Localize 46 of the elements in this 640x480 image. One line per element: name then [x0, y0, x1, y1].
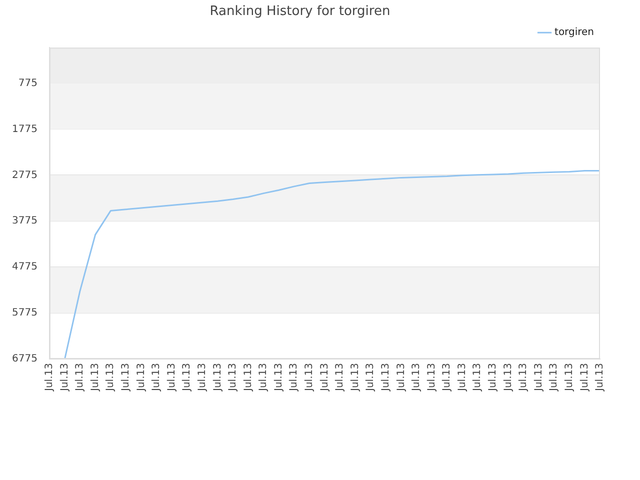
x-tick-label: Jul.13 — [350, 363, 361, 392]
x-tick-label: Jul.13 — [74, 363, 86, 392]
x-tick-label: Jul.13 — [136, 363, 147, 392]
x-tick-label: Jul.13 — [105, 363, 116, 392]
x-tick-label: Jul.13 — [548, 363, 560, 392]
x-tick-label: Jul.13 — [365, 363, 376, 392]
x-tick-label: Jul.13 — [304, 363, 316, 392]
x-tick-label: Jul.13 — [242, 363, 254, 392]
x-tick-label: Jul.13 — [59, 363, 70, 392]
y-tick-label: 775 — [18, 78, 38, 89]
x-tick-label: Jul.13 — [396, 363, 407, 392]
x-tick-label: Jul.13 — [594, 363, 606, 392]
x-tick-label: Jul.13 — [564, 363, 576, 392]
x-tick-label: Jul.13 — [120, 363, 132, 392]
x-tick-label: Jul.13 — [380, 363, 392, 392]
x-tick-label: Jul.13 — [502, 363, 514, 392]
x-tick-label: Jul.13 — [334, 363, 346, 392]
x-tick-label: Jul.13 — [518, 363, 530, 392]
x-tick-label: Jul.13 — [151, 363, 162, 392]
y-tick-label: 5775 — [12, 308, 38, 319]
x-tick-label: Jul.13 — [273, 363, 284, 392]
x-tick-label: Jul.13 — [228, 363, 239, 392]
x-tick-label: Jul.13 — [258, 363, 270, 392]
x-tick-label: Jul.13 — [472, 363, 484, 392]
x-tick-label: Jul.13 — [426, 363, 438, 392]
y-tick-label: 3775 — [12, 216, 38, 227]
x-tick-label: Jul.13 — [579, 363, 590, 392]
y-tick-label: 6775 — [12, 354, 38, 365]
x-tick-label: Jul.13 — [533, 363, 544, 392]
x-tick-label: Jul.13 — [442, 363, 453, 392]
y-tick-label: 2775 — [12, 170, 38, 181]
legend-label: torgiren — [554, 27, 594, 38]
x-tick-label: Jul.13 — [166, 363, 178, 392]
x-tick-label: Jul.13 — [182, 363, 193, 392]
x-tick-label: Jul.13 — [196, 363, 208, 392]
x-tick-label: Jul.13 — [456, 363, 468, 392]
y-tick-label: 4775 — [12, 262, 38, 273]
x-tick-label: Jul.13 — [411, 363, 422, 392]
x-tick-label: Jul.13 — [90, 363, 101, 392]
x-tick-label: Jul.13 — [212, 363, 224, 392]
y-tick-label: 1775 — [12, 124, 38, 135]
x-tick-label: Jul.13 — [288, 363, 300, 392]
x-tick-label: Jul.13 — [319, 363, 330, 392]
x-tick-label: Jul.13 — [488, 363, 499, 392]
x-tick-label: Jul.13 — [44, 363, 56, 392]
chart-title: Ranking History for torgiren — [210, 4, 390, 20]
